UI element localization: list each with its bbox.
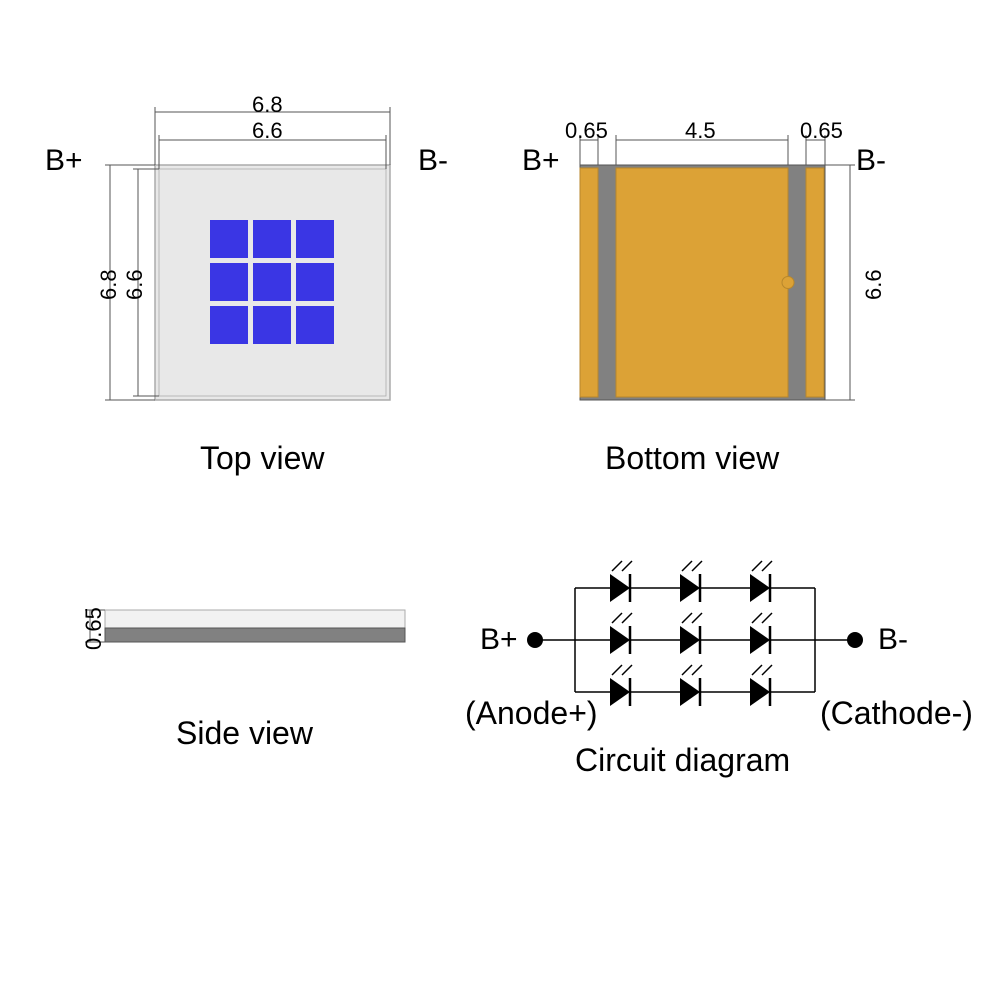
side-dim-thickness: 0.65	[81, 607, 107, 650]
circuit-anode: (Anode+)	[465, 695, 598, 732]
top-dim-h-inner: 6.6	[122, 269, 148, 300]
engineering-drawing	[0, 0, 1000, 1000]
top-dim-w-outer: 6.8	[252, 92, 283, 118]
circuit-title: Circuit diagram	[575, 742, 790, 779]
bottom-view-title: Bottom view	[605, 440, 779, 477]
top-b-plus: B+	[45, 144, 83, 178]
bottom-b-plus: B+	[522, 144, 560, 178]
bottom-dim-left: 0.65	[565, 118, 608, 144]
circuit-b-plus: B+	[480, 623, 518, 657]
circuit-b-minus: B-	[878, 623, 908, 657]
bottom-dim-height: 6.6	[861, 269, 887, 300]
bottom-b-minus: B-	[856, 144, 886, 178]
bottom-dim-right: 0.65	[800, 118, 843, 144]
bottom-dim-center: 4.5	[685, 118, 716, 144]
top-dim-w-inner: 6.6	[252, 118, 283, 144]
side-view-title: Side view	[176, 715, 313, 752]
top-dim-h-outer: 6.8	[96, 269, 122, 300]
top-b-minus: B-	[418, 144, 448, 178]
circuit-cathode: (Cathode-)	[820, 695, 973, 732]
top-view-title: Top view	[200, 440, 325, 477]
